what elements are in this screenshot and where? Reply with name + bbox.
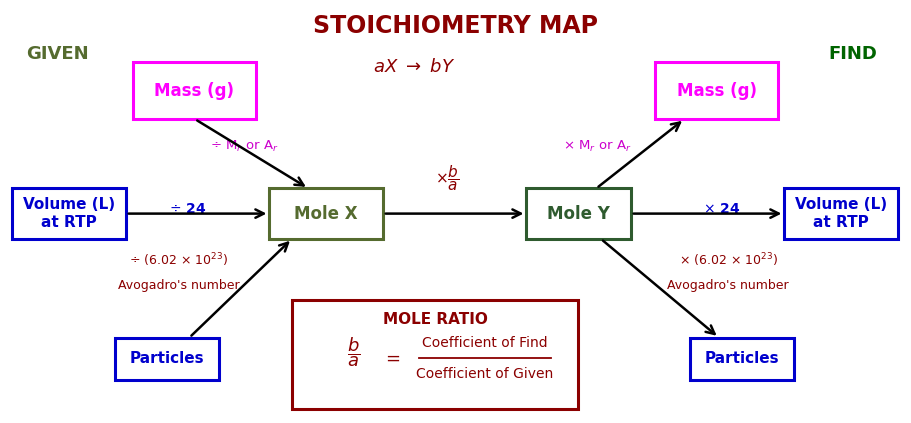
Text: $\div$ (6.02 $\times$ 10$^{23}$): $\div$ (6.02 $\times$ 10$^{23}$)	[129, 251, 228, 269]
Text: Volume (L)
at RTP: Volume (L) at RTP	[795, 198, 887, 230]
FancyBboxPatch shape	[527, 188, 630, 239]
FancyBboxPatch shape	[115, 338, 220, 379]
Text: Volume (L)
at RTP: Volume (L) at RTP	[23, 198, 115, 230]
Text: GIVEN: GIVEN	[26, 45, 89, 63]
Text: Coefficient of Given: Coefficient of Given	[416, 367, 554, 381]
Text: Mole X: Mole X	[294, 205, 358, 222]
Text: Avogadro's number: Avogadro's number	[118, 278, 240, 291]
Text: MOLE RATIO: MOLE RATIO	[383, 312, 487, 327]
Text: $=$: $=$	[382, 349, 401, 367]
FancyBboxPatch shape	[784, 188, 898, 239]
Text: $\times$ (6.02 $\times$ 10$^{23}$): $\times$ (6.02 $\times$ 10$^{23}$)	[679, 251, 777, 269]
Text: Mass (g): Mass (g)	[677, 82, 757, 100]
Text: Particles: Particles	[705, 351, 779, 366]
FancyBboxPatch shape	[292, 300, 578, 409]
Text: STOICHIOMETRY MAP: STOICHIOMETRY MAP	[313, 14, 598, 38]
Text: Coefficient of Find: Coefficient of Find	[422, 336, 548, 350]
Text: $\div$ 24: $\div$ 24	[169, 202, 206, 216]
Text: Mole Y: Mole Y	[548, 205, 610, 222]
FancyBboxPatch shape	[12, 188, 126, 239]
FancyBboxPatch shape	[270, 188, 383, 239]
Text: $\dfrac{b}{a}$: $\dfrac{b}{a}$	[346, 335, 360, 369]
Text: $a$X $\rightarrow$ $b$Y: $a$X $\rightarrow$ $b$Y	[374, 58, 456, 76]
FancyBboxPatch shape	[655, 62, 778, 119]
Text: FIND: FIND	[829, 45, 877, 63]
FancyBboxPatch shape	[690, 338, 794, 379]
Text: $\times\dfrac{b}{a}$: $\times\dfrac{b}{a}$	[435, 163, 459, 192]
Text: Avogadro's number: Avogadro's number	[667, 278, 789, 291]
FancyBboxPatch shape	[133, 62, 256, 119]
Text: $\times$ M$_r$ or A$_r$: $\times$ M$_r$ or A$_r$	[563, 139, 631, 154]
Text: Particles: Particles	[130, 351, 204, 366]
Text: Mass (g): Mass (g)	[154, 82, 234, 100]
Text: $\div$ M$_r$ or A$_r$: $\div$ M$_r$ or A$_r$	[210, 139, 279, 154]
Text: $\times$ 24: $\times$ 24	[703, 202, 741, 216]
